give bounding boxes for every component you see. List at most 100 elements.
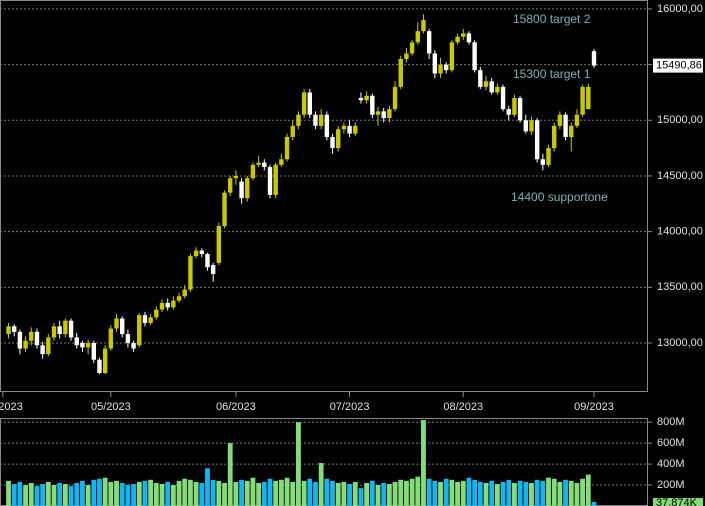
- candle-body: [432, 53, 438, 74]
- volume-bar: [176, 480, 182, 506]
- volume-bar: [284, 477, 290, 506]
- candle-body: [250, 164, 256, 179]
- volume-bar: [540, 480, 546, 506]
- candle-body: [262, 162, 267, 168]
- candle-body: [512, 98, 517, 115]
- volume-bar: [301, 480, 307, 506]
- volume-bar: [188, 479, 193, 506]
- candle-body: [529, 120, 534, 132]
- candle-body: [279, 159, 284, 165]
- candle-body: [552, 125, 557, 149]
- candle-body: [307, 92, 312, 115]
- candle-body: [461, 33, 466, 37]
- candle-body: [569, 125, 574, 137]
- candle-body: [421, 20, 426, 32]
- y-tick-label: 13500,00: [657, 281, 703, 293]
- volume-bar: [102, 477, 108, 506]
- candle-body: [114, 318, 119, 329]
- candle-body: [500, 86, 506, 110]
- volume-bar: [57, 482, 63, 506]
- volume-bar: [580, 478, 586, 506]
- candle-body: [188, 256, 193, 290]
- candle-body: [341, 125, 347, 130]
- volume-bar: [546, 477, 551, 506]
- volume-bar: [506, 479, 512, 506]
- volume-bar: [347, 484, 352, 506]
- candle-body: [347, 125, 352, 134]
- candle-body: [563, 114, 568, 137]
- volume-bar: [352, 481, 358, 506]
- volume-bar: [244, 480, 250, 506]
- volume-bar: [222, 482, 227, 506]
- volume-bar: [483, 482, 489, 506]
- candle-body: [102, 348, 108, 374]
- candle-body: [273, 164, 278, 195]
- volume-bar: [125, 485, 131, 506]
- candle-body: [182, 289, 187, 297]
- candle-body: [455, 36, 460, 43]
- volume-bar: [165, 481, 171, 506]
- volume-bar: [517, 480, 523, 506]
- candle-body: [284, 136, 290, 160]
- volume-bar: [574, 482, 580, 506]
- candle-body: [85, 343, 91, 348]
- candle-body: [125, 334, 131, 343]
- candle-body: [228, 178, 233, 193]
- volume-bar: [404, 480, 409, 506]
- volume-bar: [216, 480, 222, 506]
- volume-bar: [386, 484, 392, 506]
- candle-body: [523, 120, 528, 132]
- x-tick-label: 04/2023: [0, 401, 23, 413]
- volume-bar: [324, 478, 330, 506]
- candle-body: [336, 129, 341, 149]
- volume-bar: [108, 481, 114, 506]
- candle-body: [137, 315, 142, 346]
- candle-body: [80, 343, 85, 348]
- candle-body: [91, 343, 96, 360]
- volume-bar: [239, 479, 244, 506]
- candle-body: [296, 114, 301, 126]
- last-value-label: 15490,86: [656, 60, 702, 72]
- volume-bar: [512, 482, 517, 506]
- candle-body: [301, 92, 307, 115]
- candle-body: [324, 114, 330, 137]
- volume-bar: [369, 480, 375, 506]
- candle-body: [63, 320, 68, 335]
- volume-bar: [85, 485, 91, 506]
- y-tick-label: 200M: [657, 479, 685, 491]
- volume-bar: [250, 477, 256, 506]
- volume-bar: [199, 482, 205, 506]
- y-tick-label: 13000,00: [657, 337, 703, 349]
- candle-body: [574, 114, 580, 126]
- candle-body: [318, 114, 324, 126]
- volume-bar: [375, 485, 381, 506]
- candle-body: [233, 175, 239, 179]
- volume-bar: [62, 484, 68, 506]
- volume-bar: [261, 481, 267, 506]
- volume-bar: [273, 480, 279, 506]
- candle-body: [256, 162, 261, 165]
- last-volume-box: [653, 498, 703, 506]
- volume-bar: [591, 502, 597, 506]
- candle-body: [466, 33, 472, 43]
- candle-body: [216, 226, 222, 263]
- volume-bar: [148, 479, 154, 506]
- volume-bar: [455, 481, 460, 506]
- volume-bar: [74, 482, 80, 506]
- candle-body: [444, 64, 449, 71]
- candle-body: [108, 328, 114, 349]
- candle-body: [29, 331, 34, 341]
- volume-bar: [296, 422, 301, 506]
- candle-body: [364, 95, 369, 101]
- candle-body: [415, 31, 420, 43]
- candle-body: [68, 320, 74, 338]
- volume-bar: [131, 484, 136, 506]
- volume-bar: [494, 484, 500, 506]
- candle-body: [171, 300, 176, 308]
- x-tick-label: 06/2023: [216, 401, 256, 413]
- volume-bar: [421, 420, 426, 506]
- volume-bar: [563, 479, 568, 506]
- volume-bar: [233, 481, 239, 506]
- candle-body: [478, 70, 483, 87]
- candle-body: [370, 95, 375, 115]
